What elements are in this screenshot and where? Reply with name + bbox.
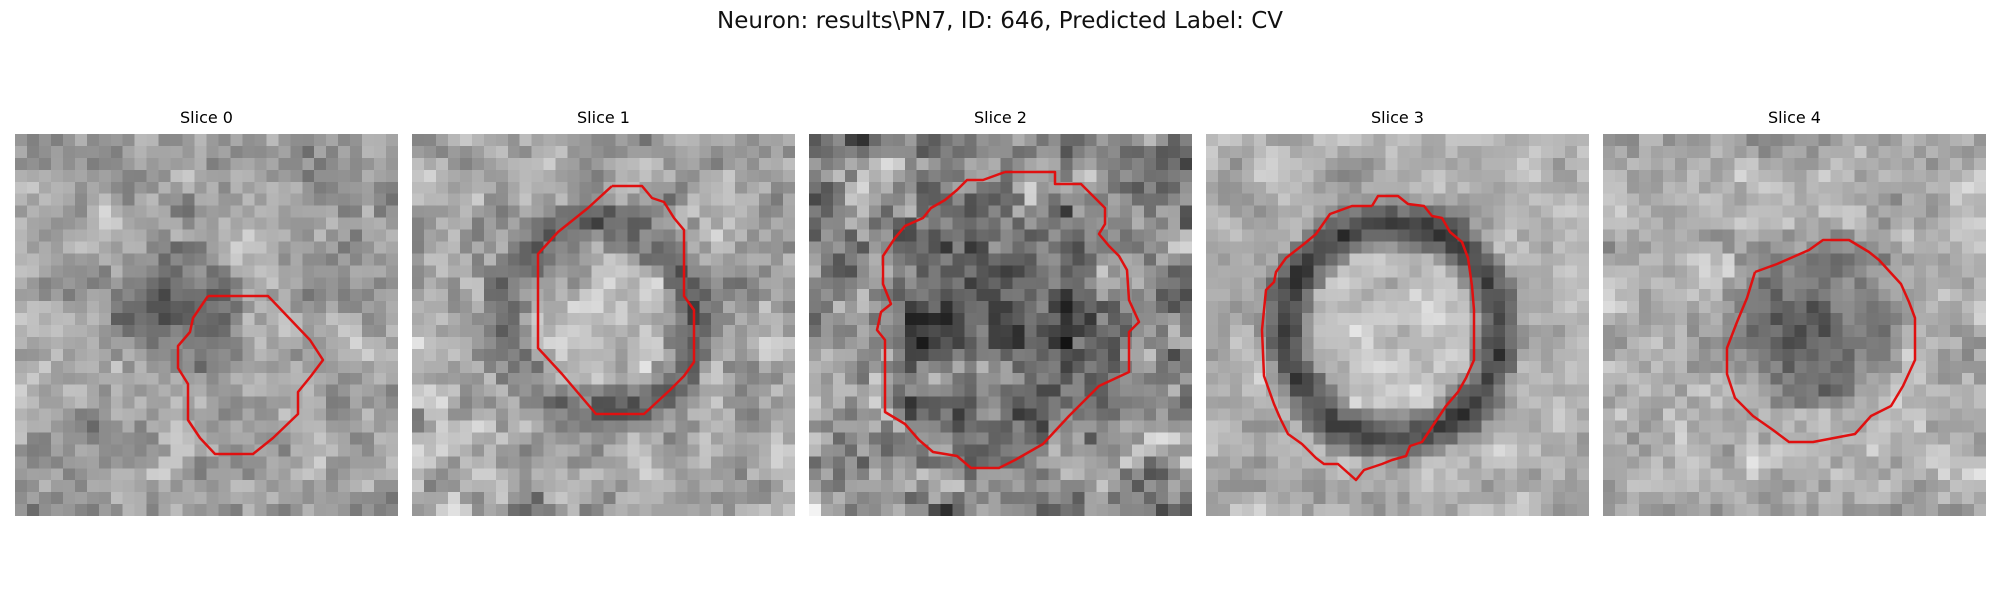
slice-title-0: Slice 0 xyxy=(180,108,233,127)
figure-title: Neuron: results\PN7, ID: 646, Predicted … xyxy=(717,8,1283,34)
contour-overlay-2 xyxy=(875,170,1141,470)
grayscale-image-0 xyxy=(15,134,398,516)
slice-panel-4: Slice 4 xyxy=(1603,108,1986,516)
roi-contour-0 xyxy=(176,294,325,456)
slice-panel-3: Slice 3 xyxy=(1206,108,1589,516)
slice-image-1 xyxy=(412,134,795,516)
slice-title-4: Slice 4 xyxy=(1768,108,1821,127)
slice-image-4 xyxy=(1603,134,1986,516)
slice-title-1: Slice 1 xyxy=(577,108,630,127)
contour-overlay-1 xyxy=(536,184,696,416)
contour-overlay-0 xyxy=(176,294,325,456)
slice-image-3 xyxy=(1206,134,1589,516)
roi-contour-2 xyxy=(875,170,1141,470)
slice-title-2: Slice 2 xyxy=(974,108,1027,127)
contour-overlay-3 xyxy=(1260,194,1476,482)
slice-image-0 xyxy=(15,134,398,516)
slice-title-3: Slice 3 xyxy=(1371,108,1424,127)
roi-contour-4 xyxy=(1725,238,1917,444)
roi-contour-3 xyxy=(1260,194,1476,482)
slice-image-2 xyxy=(809,134,1192,516)
grayscale-image-1 xyxy=(412,134,795,516)
slice-panel-0: Slice 0 xyxy=(15,108,398,516)
contour-overlay-4 xyxy=(1725,238,1917,444)
grayscale-image-3 xyxy=(1206,134,1589,516)
grayscale-image-4 xyxy=(1603,134,1986,516)
slice-panel-2: Slice 2 xyxy=(809,108,1192,516)
roi-contour-1 xyxy=(536,184,696,416)
grayscale-image-2 xyxy=(809,134,1192,516)
slice-panel-1: Slice 1 xyxy=(412,108,795,516)
